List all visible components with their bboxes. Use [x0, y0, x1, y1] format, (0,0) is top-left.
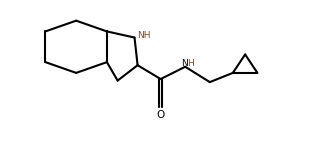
Text: N: N	[181, 60, 188, 69]
Text: O: O	[157, 110, 165, 120]
Text: H: H	[187, 60, 193, 69]
Text: NH: NH	[138, 31, 151, 40]
